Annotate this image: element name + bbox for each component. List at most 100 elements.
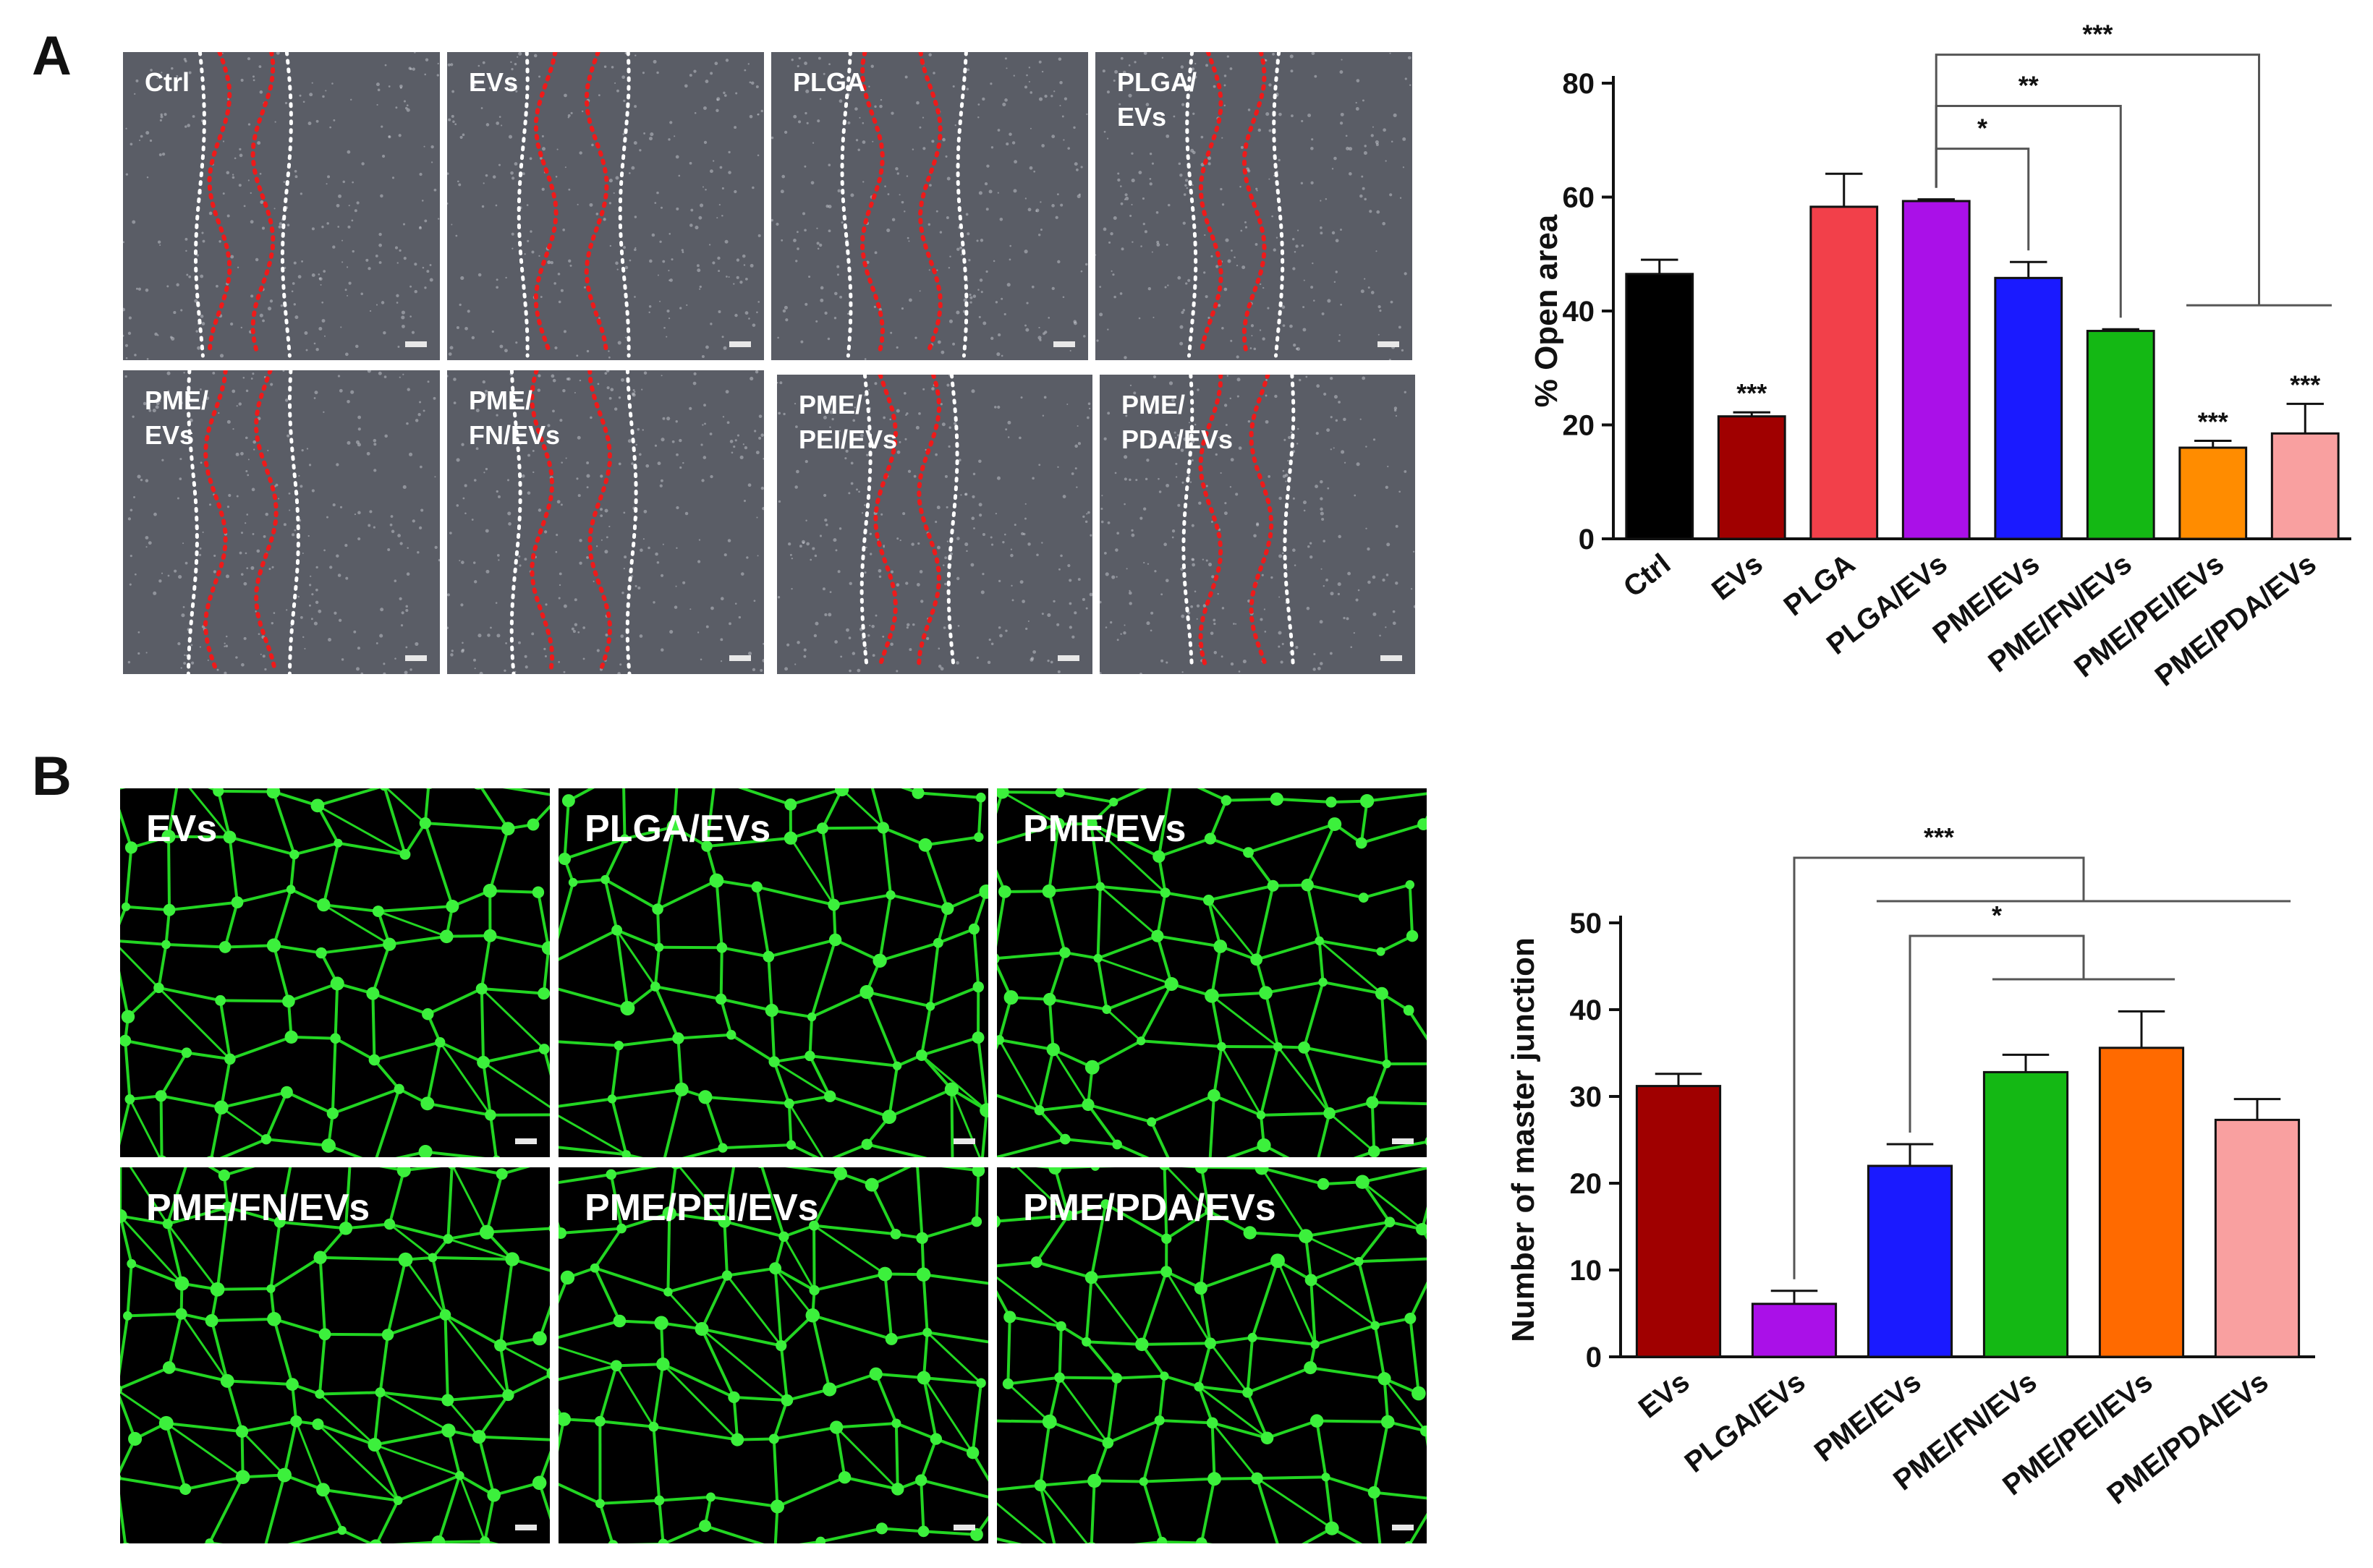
image-label: PME/ FN/EVs: [469, 385, 561, 450]
tube-image-pme-fn-evs: PME/FN/EVs: [120, 1167, 550, 1543]
tube-image-plga-evs: PLGA/EVs: [559, 788, 988, 1157]
y-tick-label: 20: [1563, 410, 1595, 442]
y-tick-label: 30: [1570, 1081, 1602, 1113]
scratch-image-ctrl: Ctrl: [123, 52, 440, 360]
scale-bar: [1380, 655, 1402, 661]
significance-label: ***: [2082, 20, 2113, 49]
open-area-bar-chart: 0 20 40 60 80% Open area Ctrl *** EVs PLGA PLGA/E…: [1505, 0, 2373, 723]
x-tick-label: Ctrl: [1618, 547, 1676, 603]
bar: [1625, 273, 1694, 540]
scratch-image-pme-fn-evs: PME/ FN/EVs: [447, 370, 764, 674]
scratch-overlay: [447, 370, 764, 674]
significance-bracket: [1909, 934, 2085, 1133]
scratch-overlay: [123, 52, 440, 360]
scale-bar: [729, 341, 751, 347]
y-axis-label: % Open area: [1529, 214, 1564, 407]
image-label: EVs: [146, 808, 218, 850]
image-label: PME/ EVs: [145, 385, 209, 450]
scratch-image-evs: EVs: [447, 52, 764, 360]
y-tick-label: 40: [1570, 994, 1602, 1026]
significance-label: *: [1977, 114, 1987, 143]
scratch-image-pme-pda-evs: PME/ PDA/EVs: [1100, 375, 1415, 674]
scale-bar: [515, 1525, 537, 1530]
bar: [1751, 1303, 1838, 1358]
tube-image-pme-evs: PME/EVs: [997, 788, 1427, 1157]
tube-image-pme-pei-evs: PME/PEI/EVs: [559, 1167, 988, 1543]
bar: [1717, 415, 1786, 540]
bar: [1635, 1085, 1722, 1358]
y-tick-label: 40: [1563, 296, 1595, 328]
significance-label: *: [1992, 900, 2002, 930]
tube-network-overlay: [997, 788, 1427, 1157]
scratch-image-plga: PLGA: [771, 52, 1088, 360]
bar: [2098, 1047, 2185, 1358]
tube-network-overlay: [120, 1167, 550, 1543]
scale-bar: [1377, 341, 1399, 347]
tube-image-pme-pda-evs: PME/PDA/EVs: [997, 1167, 1427, 1543]
scratch-image-pme-evs: PME/ EVs: [123, 370, 440, 674]
y-tick-label: 0: [1579, 524, 1595, 555]
significance-bracket: [1935, 54, 2260, 306]
image-label: PME/ PEI/EVs: [799, 390, 898, 454]
y-tick-label: 80: [1563, 68, 1595, 100]
scale-bar: [729, 655, 751, 661]
image-label: Ctrl: [145, 67, 190, 97]
bar-significance-label: ***: [2290, 370, 2320, 399]
y-tick-label: 50: [1570, 908, 1602, 939]
significance-label: **: [2018, 71, 2039, 101]
scratch-overlay: [447, 52, 763, 359]
scale-bar: [1058, 655, 1079, 661]
scratch-image-plga-evs: PLGA/ EVs: [1095, 52, 1412, 360]
y-tick-label: 60: [1563, 182, 1595, 214]
x-tick-label: EVs: [1706, 547, 1769, 606]
image-label: PME/ PDA/EVs: [1121, 390, 1234, 454]
bar-significance-label: ***: [1736, 378, 1767, 408]
bar: [1809, 205, 1879, 540]
image-label: PLGA: [793, 67, 866, 97]
scale-bar: [954, 1138, 975, 1144]
bar: [2270, 432, 2340, 540]
panel-letter-a: A: [32, 25, 72, 87]
scale-bar: [405, 655, 427, 661]
y-tick-label: 10: [1570, 1255, 1602, 1287]
bar: [1982, 1070, 2069, 1358]
scratch-overlay: [1095, 52, 1412, 360]
tube-image-evs: EVs: [120, 788, 550, 1157]
image-label: PME/PEI/EVs: [585, 1187, 819, 1229]
significance-bracket: [1793, 856, 2085, 1279]
scale-bar: [1392, 1525, 1414, 1530]
tube-network-overlay: [997, 1167, 1427, 1543]
bar: [1994, 276, 2063, 540]
bar: [1867, 1164, 1953, 1358]
tube-network-overlay: [559, 1167, 988, 1543]
image-label: PME/PDA/EVs: [1023, 1187, 1276, 1229]
scratch-overlay: [1100, 375, 1415, 674]
image-label: PLGA/ EVs: [1117, 67, 1197, 132]
significance-label: ***: [1924, 822, 1954, 852]
scale-bar: [1392, 1138, 1414, 1144]
y-tick-label: 0: [1586, 1342, 1602, 1373]
bar: [2178, 446, 2248, 540]
bar: [1901, 200, 1971, 540]
bar: [2086, 330, 2155, 540]
scale-bar: [405, 341, 427, 347]
x-tick-label: EVs: [1633, 1365, 1696, 1424]
panel-letter-b: B: [32, 746, 72, 807]
scratch-overlay: [777, 375, 1092, 673]
scratch-overlay: [771, 52, 1088, 360]
scratch-image-pme-pei-evs: PME/ PEI/EVs: [777, 375, 1092, 674]
bar: [2214, 1118, 2301, 1358]
tube-network-overlay: [559, 788, 988, 1157]
scratch-overlay: [124, 370, 440, 674]
x-tick-label: PME/EVs: [1809, 1365, 1927, 1467]
y-axis-label: Number of master junction: [1506, 937, 1541, 1342]
x-tick-label: PLGA: [1778, 547, 1862, 622]
image-label: PME/EVs: [1023, 808, 1186, 850]
y-tick-label: 20: [1570, 1168, 1602, 1200]
master-junction-bar-chart: 0 10 20 30 40 50 Number of master junction EVs P…: [1476, 788, 2373, 1568]
x-tick-label: PLGA/EVs: [1679, 1365, 1812, 1478]
image-label: PLGA/EVs: [585, 808, 771, 850]
tube-network-overlay: [120, 788, 550, 1157]
